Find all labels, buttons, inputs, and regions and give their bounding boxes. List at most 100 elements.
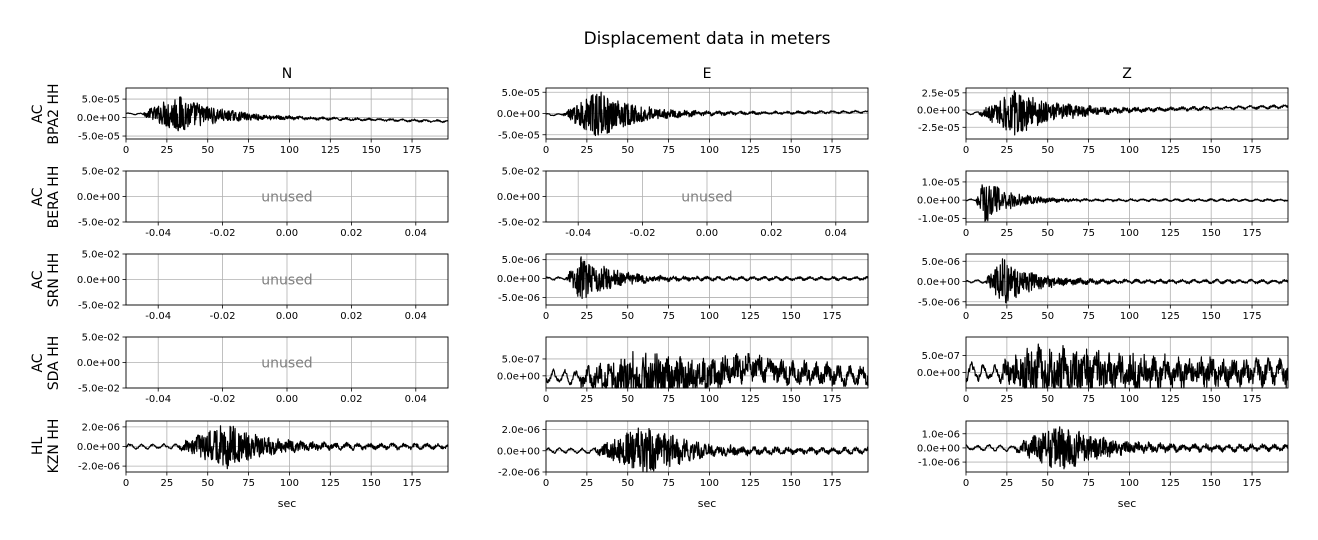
x-axis-label-e: sec [698,497,717,510]
x-tick-label: 150 [782,478,801,489]
x-tick-label: 75 [1082,145,1095,156]
column-title-e: E [703,66,712,82]
row-label-network-sda: AC [30,353,46,372]
panels: 0 25 50 75 100 125 150 175 5.0e-05 0.0e+00 -5.0e-0… [77,87,1289,489]
y-tick-label: 0.0e+00 [77,442,120,453]
panel-row0-n: 0 25 50 75 100 125 150 175 5.0e-05 0.0e+00 -5.0e-0… [77,87,449,156]
panel-row0-e: 0 25 50 75 100 125 150 175 5.0e-05 0.0e+00 -5.0e-0… [497,87,869,156]
x-tick-label: 100 [700,478,719,489]
x-tick-label: 0.04 [405,228,427,239]
x-tick-label: -0.04 [145,228,171,239]
x-tick-label: 0 [963,478,969,489]
waveform-line-row0-z [965,90,1289,136]
axes-frame [545,87,869,140]
x-tick-label: -0.02 [630,228,656,239]
x-tick-label: 125 [321,478,340,489]
y-tick-label: 2.0e-06 [502,425,540,436]
x-tick-label: 25 [160,478,173,489]
x-tick-label: 50 [1041,145,1054,156]
x-tick-label: 125 [1161,478,1180,489]
x-tick-label: 100 [280,145,299,156]
row-label-station-bpa2: BPA2 HH [46,83,62,144]
y-tick-label: 0.0e+00 [77,113,120,124]
x-tick-label: 25 [1000,228,1013,239]
x-tick-label: 75 [1082,311,1095,322]
x-tick-label: 75 [242,145,255,156]
x-tick-label: 125 [1161,145,1180,156]
x-tick-label: 0.00 [276,311,298,322]
y-tick-label: 5.0e-05 [82,95,120,106]
row-label-station-sda: SDA HH [46,336,62,391]
axes-frame [965,87,1289,140]
row-label-station-bera: BERA HH [46,166,62,229]
x-tick-label: 150 [1202,478,1221,489]
x-tick-label: 150 [362,145,381,156]
x-tick-label: 100 [1120,478,1139,489]
x-tick-label: 125 [741,311,760,322]
y-tick-label: -5.0e-06 [918,297,960,308]
y-tick-label: 5.0e-02 [82,333,120,344]
x-tick-label: 125 [321,145,340,156]
x-tick-label: 150 [782,311,801,322]
x-tick-label: 125 [1161,394,1180,405]
axes-frame [545,170,869,223]
y-tick-label: 2.5e-05 [922,88,960,99]
panel-row2-n: -0.04 -0.02 0.00 0.02 0.04 5.0e-02 0.0e+00 -5.0… [77,250,449,322]
axes-frame [545,253,869,306]
y-tick-label: 5.0e-07 [922,351,960,362]
x-tick-label: 175 [1242,311,1261,322]
row-label-network-bpa2: AC [30,104,46,123]
x-tick-label: 0.02 [760,228,782,239]
x-tick-label: 0 [963,394,969,405]
x-tick-label: 100 [700,145,719,156]
waveform-line-row0-n [125,96,449,132]
axes-frame [965,336,1289,389]
x-tick-label: 0 [543,478,549,489]
x-tick-label: 150 [1202,145,1221,156]
x-tick-label: 50 [1041,478,1054,489]
x-tick-label: 175 [402,478,421,489]
x-tick-label: 0 [543,394,549,405]
waveform-line-row4-e [545,427,869,473]
x-tick-label: 25 [1000,311,1013,322]
panel-row1-n: -0.04 -0.02 0.00 0.02 0.04 5.0e-02 0.0e+00 -5.0… [77,167,449,239]
y-tick-label: 5.0e-02 [502,167,540,178]
axes-frame [125,420,449,473]
panel-row4-e: 0 25 50 75 100 125 150 175 2.0e-06 0.0e+00 -2.0e-0… [497,420,869,489]
y-tick-label: -5.0e-02 [78,301,120,312]
x-tick-label: 175 [402,145,421,156]
x-tick-label: 50 [201,145,214,156]
x-tick-label: 50 [621,394,634,405]
axes-frame [965,420,1289,473]
x-tick-label: 0.00 [696,228,718,239]
x-tick-label: 175 [1242,228,1261,239]
unused-label: unused [261,356,312,372]
waveform-line-row1-z [965,184,1289,222]
row-label-network-kzn: HL [30,437,46,456]
x-tick-label: -0.02 [210,228,236,239]
x-tick-label: 0.00 [276,394,298,405]
x-tick-label: 150 [782,145,801,156]
x-tick-label: 75 [662,145,675,156]
x-tick-label: 0 [123,145,129,156]
x-tick-label: 75 [242,478,255,489]
x-tick-label: 0 [123,478,129,489]
x-tick-label: 150 [1202,228,1221,239]
axes-frame [125,170,449,223]
x-tick-label: 25 [1000,478,1013,489]
x-tick-label: 25 [160,145,173,156]
y-tick-label: -2.0e-06 [78,462,120,473]
y-tick-label: 0.0e+00 [497,192,540,203]
y-tick-label: -5.0e-02 [498,218,540,229]
x-axis-label-n: sec [278,497,297,510]
panel-row4-n: 0 25 50 75 100 125 150 175 2.0e-06 0.0e+00 -2.0e-0… [77,420,449,489]
x-tick-label: 75 [1082,228,1095,239]
y-tick-label: -2.0e-06 [498,468,540,479]
x-tick-label: 100 [280,478,299,489]
x-tick-label: 175 [1242,145,1261,156]
row-label-network-bera: AC [30,187,46,206]
panel-row2-e: 0 25 50 75 100 125 150 175 5.0e-06 0.0e+00 -5.0e-0… [497,253,869,322]
panel-row1-e: -0.04 -0.02 0.00 0.02 0.04 5.0e-02 0.0e+00 -5.0… [497,167,869,239]
x-tick-label: 25 [1000,394,1013,405]
y-tick-label: -5.0e-06 [498,293,540,304]
